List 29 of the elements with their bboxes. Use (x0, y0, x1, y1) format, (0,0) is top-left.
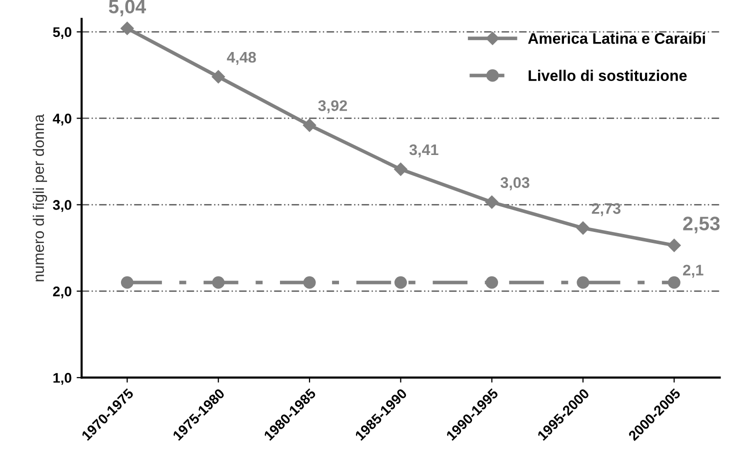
point (394, 276, 407, 289)
data-label: 4,48 (226, 52, 256, 65)
point (212, 276, 225, 289)
data-label: 3,03 (500, 177, 530, 190)
y-tick-label: 1,0 (53, 372, 72, 385)
point (303, 276, 316, 289)
point (486, 276, 498, 289)
point (668, 238, 681, 252)
point (120, 276, 134, 289)
y-axis-title: numero di figli per donna (32, 114, 48, 282)
data-label: 3,41 (409, 144, 438, 158)
legend-label: America Latina e Caraibi (528, 32, 705, 44)
data-label: 2,53 (683, 216, 720, 234)
y-tick-label: 3,0 (52, 200, 72, 212)
data-label: 5,04 (108, 0, 146, 16)
point (576, 221, 590, 235)
y-tick-label: 5,0 (53, 27, 72, 40)
point (212, 70, 225, 84)
point (576, 276, 590, 289)
y-tick-label: 4,0 (52, 114, 72, 126)
point (485, 196, 498, 209)
point (394, 162, 408, 176)
legend-label: Livello di sostituzione (528, 70, 687, 82)
point (120, 22, 134, 35)
y-tick-label: 2,0 (53, 286, 72, 298)
data-label: 2,1 (683, 264, 704, 278)
data-label: 3,92 (318, 100, 347, 114)
point (302, 118, 316, 132)
point (668, 276, 680, 289)
